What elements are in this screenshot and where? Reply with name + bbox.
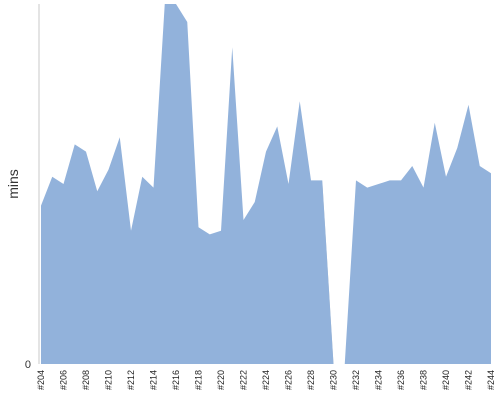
y-tick-label-zero: 0: [25, 359, 31, 371]
x-tick-label: #244: [486, 370, 496, 390]
x-tick-label: #234: [374, 370, 384, 390]
x-tick-label: #228: [306, 370, 316, 390]
x-tick-label: #222: [239, 370, 249, 390]
x-tick-labels: #204 #206 #208 #210 #212 #214 #216 #218 #220 #222…: [36, 370, 496, 390]
area-series: [41, 4, 491, 364]
x-tick-label: #216: [171, 370, 181, 390]
x-tick-label: #226: [284, 370, 294, 390]
x-tick-label: #232: [351, 370, 361, 390]
x-tick-label: #238: [419, 370, 429, 390]
x-tick-label: #224: [261, 370, 271, 390]
x-tick-label: #218: [194, 370, 204, 390]
y-axis-label: mins: [5, 169, 21, 199]
x-tick-label: #208: [81, 370, 91, 390]
series-area: [41, 4, 491, 364]
x-tick-label: #242: [464, 370, 474, 390]
x-tick-label: #210: [104, 370, 114, 390]
x-tick-label: #212: [126, 370, 136, 390]
x-tick-label: #220: [216, 370, 226, 390]
x-tick-label: #204: [36, 370, 46, 390]
x-tick-label: #214: [149, 370, 159, 390]
x-tick-label: #206: [59, 370, 69, 390]
x-tick-label: #236: [396, 370, 406, 390]
x-tick-label: #240: [441, 370, 451, 390]
x-tick-label: #230: [329, 370, 339, 390]
